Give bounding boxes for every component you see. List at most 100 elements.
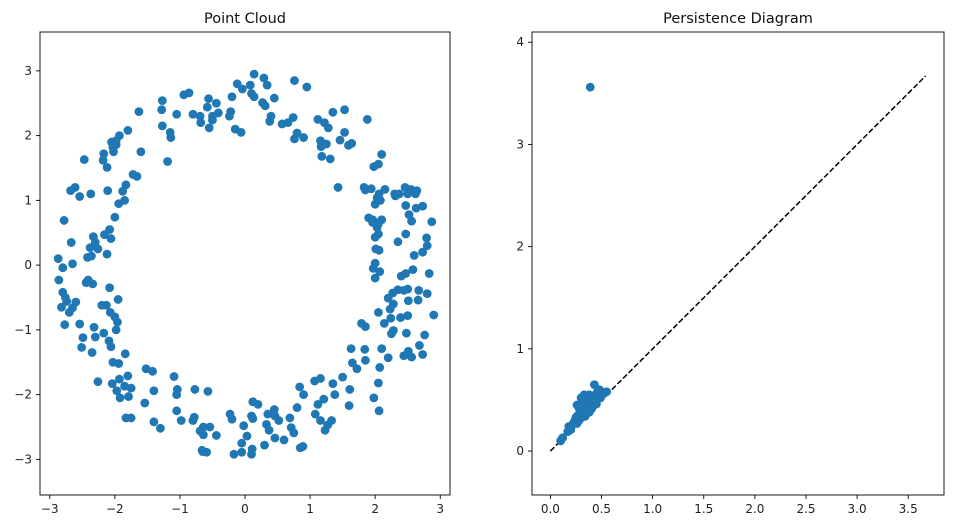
point-cloud-point — [172, 390, 182, 400]
point-cloud-point — [298, 442, 308, 451]
point-cloud-point — [414, 285, 424, 295]
point-cloud-point — [196, 118, 206, 128]
point-cloud-point — [237, 84, 247, 94]
point-cloud-point — [260, 440, 269, 450]
point-cloud-point — [54, 275, 64, 285]
point-cloud-point — [64, 307, 74, 317]
point-cloud-point — [292, 403, 302, 412]
point-cloud-point — [224, 111, 234, 121]
point-cloud-point — [101, 300, 111, 310]
point-cloud-point — [190, 385, 200, 394]
persistence-diagram-ticks: 0.0 0.5 1.0 1.5 2.0 2.5 3.0 3.5 0 1 2 3 4 — [516, 35, 917, 516]
point-cloud-point — [302, 82, 312, 92]
point-cloud-point — [403, 311, 413, 321]
point-cloud-point — [401, 328, 411, 338]
point-cloud-point — [204, 123, 214, 133]
point-cloud-ytick-label: 0 — [24, 258, 32, 272]
point-cloud-point — [132, 172, 142, 181]
point-cloud-point — [374, 406, 384, 416]
persistence-diagram-point — [585, 82, 595, 92]
point-cloud-point — [323, 123, 333, 133]
point-cloud-point — [325, 154, 335, 164]
point-cloud-point — [102, 162, 112, 172]
point-cloud-point — [328, 379, 338, 389]
point-cloud-point — [106, 342, 116, 352]
point-cloud-point — [106, 234, 116, 243]
point-cloud-point — [369, 393, 379, 403]
point-cloud-point — [237, 438, 247, 448]
persistence-diagram-point — [602, 387, 612, 397]
point-cloud-point — [409, 251, 419, 260]
point-cloud-point — [352, 364, 362, 374]
point-cloud-point — [422, 233, 431, 243]
point-cloud-point — [401, 229, 411, 239]
point-cloud-point — [105, 283, 115, 293]
point-cloud-point — [204, 94, 213, 104]
point-cloud-point — [340, 127, 349, 137]
point-cloud-point — [403, 284, 413, 294]
point-cloud-point — [89, 322, 99, 332]
point-cloud-point — [109, 147, 118, 157]
point-cloud-point — [66, 186, 75, 196]
point-cloud-point — [424, 269, 434, 278]
point-cloud-point — [99, 149, 109, 159]
point-cloud-point — [396, 313, 405, 322]
point-cloud-point — [375, 363, 385, 372]
point-cloud-point — [98, 155, 108, 165]
persistence-diagram-diagonal-line — [549, 75, 927, 452]
point-cloud-point — [388, 299, 398, 309]
point-cloud-point — [172, 406, 182, 416]
point-cloud-point — [374, 307, 383, 317]
point-cloud-point — [344, 401, 354, 411]
point-cloud-point — [247, 449, 256, 459]
persistence-diagram-ytick-label: 0 — [516, 444, 524, 458]
point-cloud-point — [274, 416, 284, 425]
point-cloud-point — [53, 254, 63, 264]
point-cloud-point — [140, 398, 150, 408]
point-cloud-xtick-label: −3 — [41, 502, 59, 516]
point-cloud-point — [403, 346, 413, 356]
point-cloud-point — [85, 243, 95, 253]
point-cloud-point — [157, 121, 167, 131]
point-cloud-point — [78, 333, 88, 343]
point-cloud-point — [99, 328, 109, 338]
point-cloud-point — [407, 216, 417, 226]
point-cloud-point — [134, 107, 144, 117]
point-cloud-point — [189, 412, 199, 422]
point-cloud-point — [113, 317, 122, 327]
point-cloud-point — [169, 372, 179, 381]
point-cloud-point — [422, 289, 432, 299]
point-cloud-point — [262, 80, 272, 90]
persistence-diagram-ytick-label: 1 — [516, 342, 524, 356]
point-cloud-point — [188, 109, 198, 119]
point-cloud-point — [58, 263, 68, 273]
point-cloud-point — [316, 374, 325, 383]
point-cloud-point — [62, 296, 72, 306]
point-cloud-point — [415, 341, 424, 350]
point-cloud-point — [290, 76, 299, 85]
persistence-diagram-point — [577, 397, 587, 407]
point-cloud-point — [237, 447, 247, 457]
point-cloud-point — [374, 378, 383, 388]
point-cloud-point — [100, 230, 109, 240]
point-cloud-point — [123, 371, 133, 381]
point-cloud-point — [360, 344, 370, 354]
point-cloud-point — [330, 390, 340, 400]
point-cloud-point — [81, 278, 91, 288]
point-cloud-xtick-label: −2 — [106, 502, 124, 516]
point-cloud-point — [208, 111, 217, 121]
point-cloud-ytick-label: −3 — [14, 452, 32, 466]
point-cloud-xtick-label: −1 — [171, 502, 189, 516]
point-cloud-point — [338, 372, 348, 382]
point-cloud-ticks: −3 −2 −1 0 1 2 3 −3 −2 −1 0 1 2 3 — [14, 64, 444, 516]
point-cloud-point — [371, 244, 381, 254]
point-cloud-point — [368, 263, 378, 273]
point-cloud-point — [115, 393, 125, 403]
point-cloud-point — [195, 111, 205, 121]
point-cloud-point — [149, 386, 159, 396]
point-cloud-point — [114, 374, 124, 384]
point-cloud-point — [333, 183, 343, 192]
point-cloud-point — [377, 215, 387, 225]
point-cloud-point — [427, 217, 437, 227]
point-cloud-point — [327, 416, 336, 425]
